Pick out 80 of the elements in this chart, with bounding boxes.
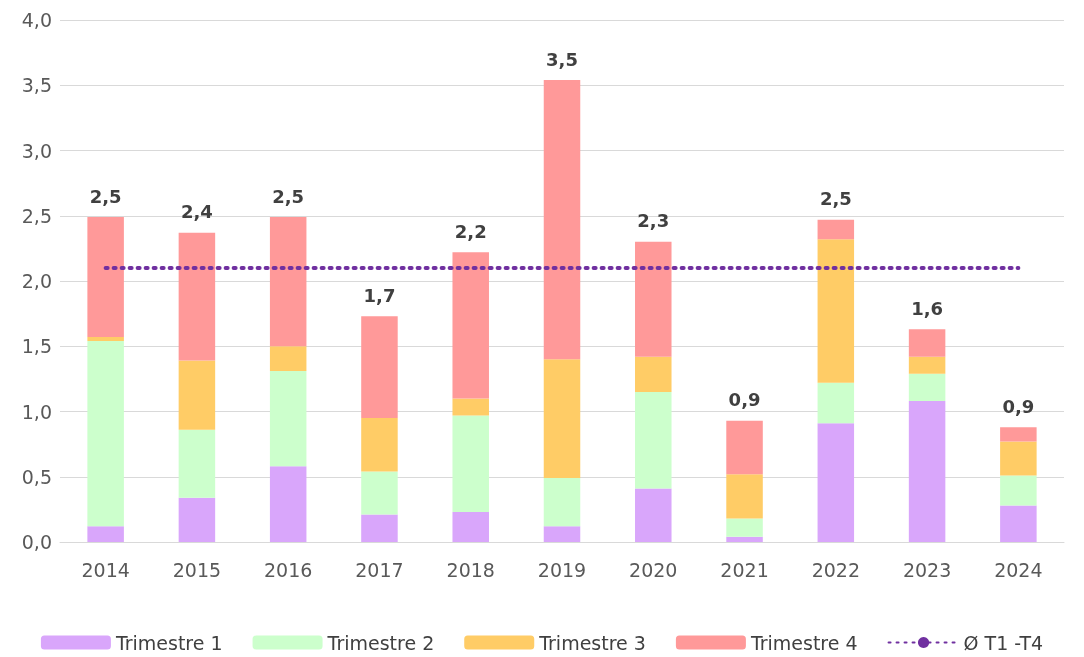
bar (452, 398, 489, 416)
total-label: 2,5 (272, 185, 305, 207)
legend-label: Ø T1 -T4 (963, 631, 1044, 654)
bar (635, 391, 672, 489)
bar (908, 373, 946, 402)
bar (1000, 475, 1037, 506)
bar (908, 329, 946, 357)
bar (908, 401, 946, 542)
bar (726, 536, 763, 542)
bar (269, 371, 307, 467)
bar (178, 429, 216, 498)
x-tick-label: 2020 (629, 558, 678, 581)
bar (1000, 441, 1037, 476)
total-label: 1,6 (911, 297, 944, 319)
bar (178, 497, 216, 542)
bar (908, 356, 946, 374)
x-tick-label: 2016 (264, 558, 313, 581)
total-label: 2,2 (454, 220, 487, 242)
bar (269, 346, 307, 372)
bar (178, 232, 216, 361)
legend-label: Trimestre 3 (538, 631, 646, 654)
total-label: 2,5 (89, 185, 122, 207)
bar (543, 526, 581, 542)
bar (817, 382, 855, 424)
bar (1000, 427, 1037, 442)
bar (726, 518, 763, 537)
total-label: 3,5 (546, 48, 578, 70)
legend-label: Trimestre 2 (326, 631, 435, 654)
legend-label: Trimestre 1 (114, 631, 223, 654)
y-tick-label: 1,5 (21, 335, 52, 358)
legend-label: Trimestre 4 (749, 631, 858, 654)
bar (269, 466, 307, 542)
bar (726, 474, 763, 519)
total-label: 2,4 (180, 201, 213, 223)
y-tick-label: 3,0 (21, 139, 52, 162)
bar (543, 359, 581, 479)
bar (817, 219, 855, 240)
total-label: 0,9 (728, 389, 761, 411)
x-tick-label: 2014 (81, 558, 130, 581)
bar (635, 241, 672, 357)
bar (543, 478, 581, 527)
bar (1000, 505, 1037, 542)
total-label: 2,5 (819, 188, 852, 210)
bar (452, 415, 489, 512)
bar (87, 526, 124, 542)
bar (635, 488, 672, 542)
bar (361, 418, 398, 472)
y-tick-label: 4,0 (21, 9, 52, 31)
bar (269, 217, 307, 347)
x-tick-label: 2023 (902, 558, 952, 581)
bar (87, 341, 124, 527)
y-tick-label: 3,5 (21, 74, 52, 97)
x-tick-label: 2021 (720, 558, 769, 581)
bar (452, 511, 489, 542)
bar (543, 80, 581, 360)
bar (87, 217, 124, 338)
y-tick-label: 2,0 (21, 270, 52, 292)
total-label: 1,7 (363, 284, 396, 306)
x-tick-label: 2018 (446, 558, 495, 581)
x-tick-label: 2015 (172, 558, 222, 581)
bar (361, 316, 398, 419)
x-tick-label: 2019 (537, 558, 587, 581)
y-tick-label: 2,5 (21, 204, 52, 227)
bar (726, 420, 763, 475)
bar (178, 360, 216, 430)
bar (635, 356, 672, 392)
bar (361, 471, 398, 515)
bar (87, 337, 124, 342)
x-tick-label: 2022 (811, 558, 860, 581)
bar (817, 239, 855, 383)
total-label: 0,9 (1002, 395, 1035, 417)
x-tick-label: 2017 (355, 558, 404, 581)
bar (817, 423, 855, 542)
bar (452, 252, 489, 399)
total-label: 2,3 (637, 210, 670, 232)
y-tick-label: 0,0 (21, 531, 52, 553)
y-tick-label: 1,0 (21, 400, 52, 423)
x-tick-label: 2024 (994, 558, 1043, 581)
bar (361, 514, 398, 542)
y-tick-label: 0,5 (21, 465, 52, 488)
